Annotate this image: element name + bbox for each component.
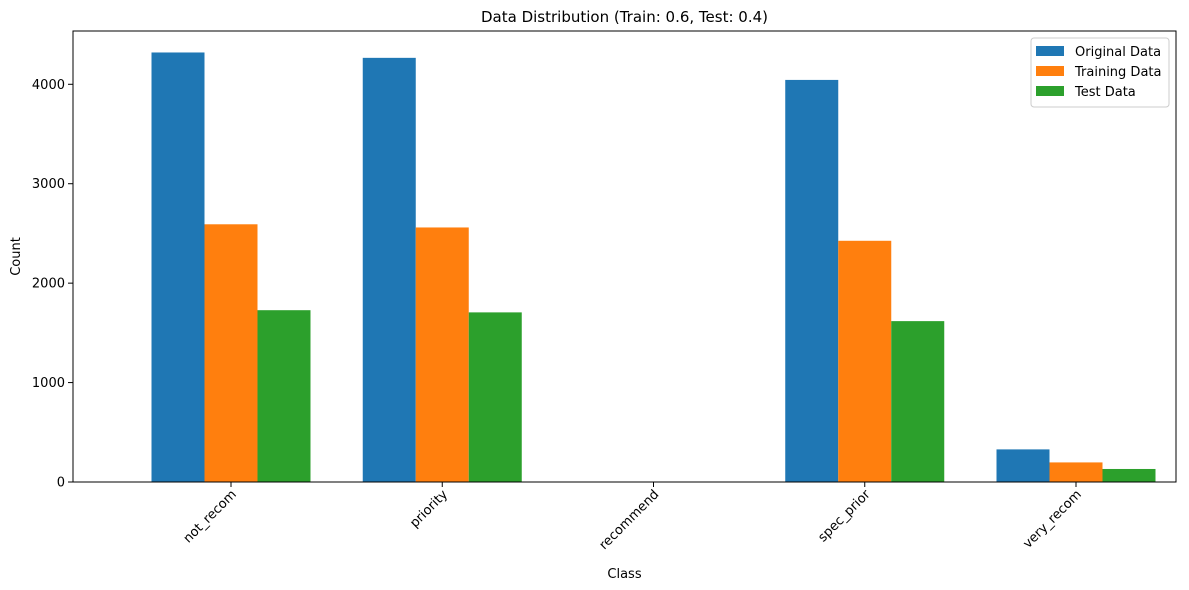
bar-very_recom-series-0 xyxy=(996,449,1050,482)
bar-spec_prior-series-1 xyxy=(838,240,892,482)
legend-label: Test Data xyxy=(1074,85,1136,100)
x-axis-label: Class xyxy=(607,567,641,582)
bar-spec_prior-series-2 xyxy=(891,321,945,482)
legend-frame xyxy=(1030,37,1170,108)
bar-not_recom-series-0 xyxy=(151,52,205,482)
bar-priority-series-2 xyxy=(468,312,522,482)
bar-priority-series-1 xyxy=(415,227,469,482)
legend-label: Original Data xyxy=(1075,45,1161,60)
bar-spec_prior-series-0 xyxy=(785,79,839,482)
legend-swatch xyxy=(1036,66,1064,76)
bars-group xyxy=(151,52,1156,483)
legend: Original Data Training Data Test Data xyxy=(1030,37,1170,108)
y-axis: 0 1000 2000 3000 4000 xyxy=(32,78,73,491)
y-tick-label: 1000 xyxy=(32,376,65,391)
y-tick-label: 4000 xyxy=(32,78,65,93)
legend-swatch xyxy=(1036,86,1064,96)
chart-title: Data Distribution (Train: 0.6, Test: 0.4… xyxy=(481,8,768,26)
legend-label: Training Data xyxy=(1074,65,1161,80)
y-tick-label: 3000 xyxy=(32,177,65,192)
y-tick-label: 2000 xyxy=(32,277,65,292)
y-tick-label: 0 xyxy=(57,476,65,491)
bar-very_recom-series-1 xyxy=(1049,462,1103,482)
bar-priority-series-0 xyxy=(362,57,416,482)
y-axis-label: Count xyxy=(9,237,24,276)
plot-frame xyxy=(72,30,1177,483)
bar-not_recom-series-1 xyxy=(204,224,258,483)
bar-very_recom-series-2 xyxy=(1102,468,1156,482)
bar-not_recom-series-2 xyxy=(257,310,311,482)
legend-swatch xyxy=(1036,46,1064,56)
